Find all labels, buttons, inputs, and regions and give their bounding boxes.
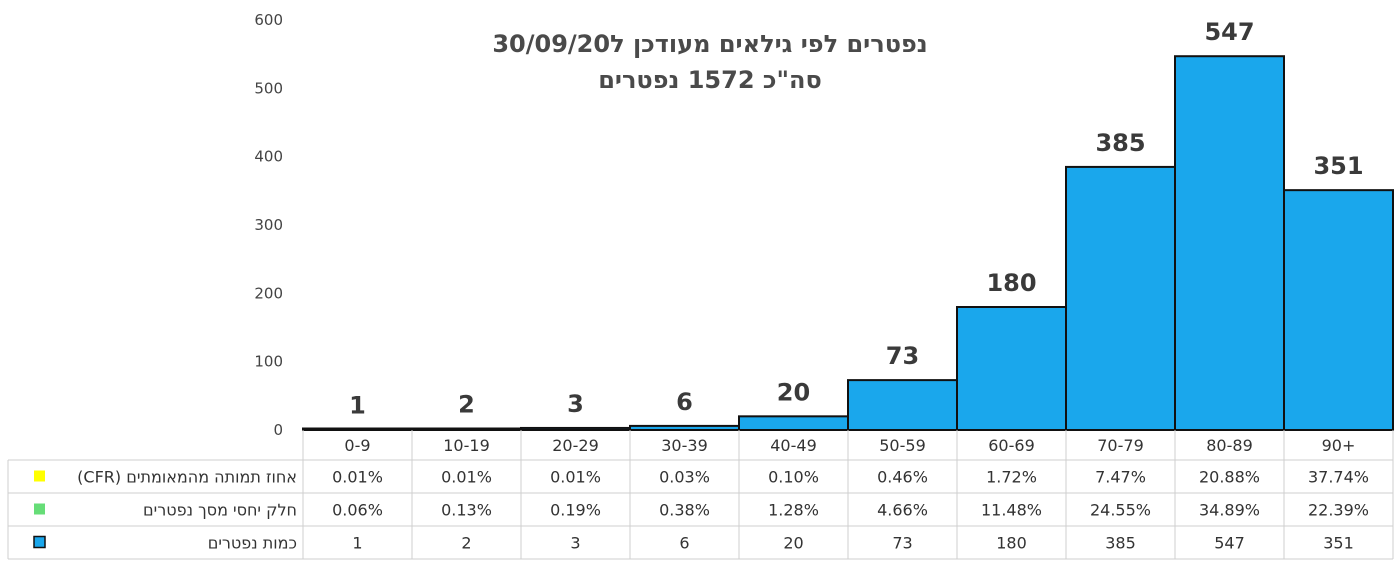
bar-70-79 (1065, 165, 1176, 432)
x-tick-label: 80-89 (1206, 436, 1253, 455)
y-tick-label: 100 (254, 353, 283, 371)
table-cell: 1.28% (768, 501, 819, 520)
x-tick-label: 90+ (1322, 436, 1356, 455)
table-cell: 11.48% (981, 501, 1042, 520)
y-axis: 0 100 200 300 400 500 600 (254, 11, 283, 439)
x-tick-label: 70-79 (1097, 436, 1144, 455)
table-cell: 6 (679, 534, 689, 553)
table-cell: 20.88% (1199, 468, 1260, 487)
chart-title-line1: נפטרים לפי גילאים מעודכן ל30/09/20 (492, 30, 927, 58)
table-cell: 22.39% (1308, 501, 1369, 520)
data-label: 73 (886, 342, 919, 370)
table-cell: 7.47% (1095, 468, 1146, 487)
data-label: 20 (777, 378, 810, 406)
legend-key (34, 503, 45, 515)
data-label: 3 (567, 390, 584, 418)
table-cell: 0.01% (441, 468, 492, 487)
bars (302, 55, 1394, 432)
data-table: 0-9 10-19 20-29 30-39 40-49 50-59 60-69 70-79 80… (7, 430, 1394, 560)
y-tick-label: 500 (254, 79, 283, 97)
y-tick-label: 0 (273, 421, 283, 439)
table-cell: 73 (892, 534, 912, 553)
bar-60-69 (956, 306, 1067, 431)
x-tick-label: 50-59 (879, 436, 926, 455)
table-cell: 0.13% (441, 501, 492, 520)
table-row-label: חלק יחסי מסך נפטרים (143, 501, 297, 520)
x-tick-label: 40-49 (770, 436, 817, 455)
data-label: 547 (1204, 18, 1254, 46)
bar-80-89 (1174, 55, 1285, 431)
x-tick-label: 20-29 (552, 436, 599, 455)
chart-title: נפטרים לפי גילאים מעודכן ל30/09/20 סה"כ … (492, 30, 927, 94)
table-cell: 0.19% (550, 501, 601, 520)
legend-key (33, 535, 46, 549)
data-label: 385 (1095, 129, 1145, 157)
y-tick-label: 600 (254, 11, 283, 29)
table-cell: 3 (570, 534, 580, 553)
table-cell: 24.55% (1090, 501, 1151, 520)
x-tick-label: 30-39 (661, 436, 708, 455)
y-tick-label: 400 (254, 148, 283, 166)
table-cell: 351 (1323, 534, 1354, 553)
x-tick-label: 60-69 (988, 436, 1035, 455)
chart-title-line2: סה"כ 1572 נפטרים (598, 66, 822, 94)
bar-50-59 (847, 379, 958, 432)
table-cell: 0.01% (332, 468, 383, 487)
y-tick-label: 200 (254, 284, 283, 302)
legend-key (34, 470, 45, 482)
x-tick-label: 10-19 (443, 436, 490, 455)
table-cell: 2 (461, 534, 471, 553)
table-cell: 0.46% (877, 468, 928, 487)
table-cell: 4.66% (877, 501, 928, 520)
data-label: 351 (1313, 152, 1363, 180)
bar-40-49 (738, 415, 849, 432)
table-cell: 0.10% (768, 468, 819, 487)
data-labels: 1 2 3 6 20 73 180 385 547 351 (349, 18, 1363, 419)
table-cell: 1.72% (986, 468, 1037, 487)
table-row-label: כמות נפטרים (208, 534, 297, 553)
data-label: 2 (458, 391, 475, 419)
table-cell: 1 (352, 534, 362, 553)
table-row-label: אחוז תמותה מהמאומתים (CFR) (77, 468, 297, 487)
table-cell: 547 (1214, 534, 1245, 553)
table-cell: 37.74% (1308, 468, 1369, 487)
data-label: 6 (676, 388, 693, 416)
bar-90+ (1283, 189, 1394, 431)
x-tick-label: 0-9 (344, 436, 370, 455)
table-cell: 34.89% (1199, 501, 1260, 520)
table-cell: 20 (783, 534, 803, 553)
y-tick-label: 300 (254, 216, 283, 234)
table-cell: 0.06% (332, 501, 383, 520)
table-cell: 385 (1105, 534, 1136, 553)
data-label: 180 (986, 269, 1036, 297)
table-cell: 180 (996, 534, 1027, 553)
data-label: 1 (349, 391, 366, 419)
table-cell: 0.03% (659, 468, 710, 487)
table-cell: 0.38% (659, 501, 710, 520)
table-cell: 0.01% (550, 468, 601, 487)
